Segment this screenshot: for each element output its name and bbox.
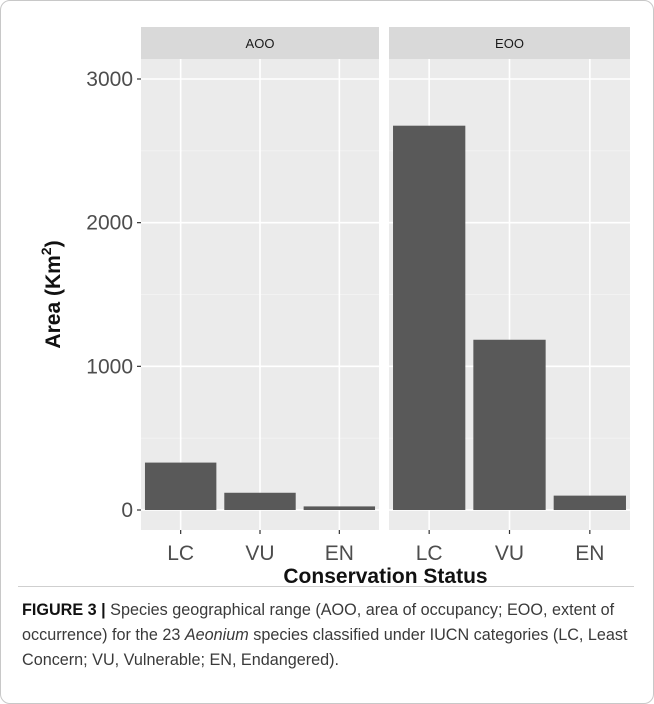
caption-species-name: Aeonium: [184, 626, 249, 644]
bar-eoo-lc: [393, 125, 466, 511]
y-tick-label: 0: [121, 499, 133, 522]
y-axis-title-superscript: 2: [38, 247, 54, 255]
x-tick-label: LC: [416, 542, 443, 565]
caption-divider: [18, 586, 634, 587]
bar-chart: AOO LC VU EN EOO LC VU EN 0 1000 2000 3000 Area (Km2…: [38, 27, 630, 588]
x-tick-label: LC: [167, 542, 194, 565]
y-axis-title: Area (Km2): [38, 240, 65, 348]
bar-aoo-en: [303, 506, 376, 510]
y-tick-label: 2000: [86, 212, 133, 235]
x-tick-label: VU: [495, 542, 524, 565]
y-tick-label: 1000: [86, 355, 133, 378]
caption-text-before: Species geographical range (AOO, area of…: [22, 601, 615, 644]
x-tick-label: EN: [575, 542, 604, 565]
bar-aoo-vu: [224, 492, 296, 510]
caption-label: FIGURE 3 |: [22, 601, 106, 619]
x-axis-title: Conservation Status: [283, 565, 487, 588]
x-tick-label: VU: [245, 542, 274, 565]
bar-eoo-en: [553, 495, 626, 510]
y-axis-title-close: ): [42, 240, 65, 247]
y-tick-label: 3000: [86, 68, 133, 91]
y-axis-title-main: Area (Km: [42, 255, 65, 348]
bar-aoo-lc: [144, 462, 217, 510]
facet-label: AOO: [246, 36, 275, 51]
x-tick-label: EN: [325, 542, 354, 565]
facet-label: EOO: [495, 36, 524, 51]
bar-eoo-vu: [473, 339, 546, 510]
facet-strip: [141, 27, 379, 59]
caption-text-after: species classified under IUCN categories…: [22, 626, 628, 669]
facet-strip: [389, 27, 630, 59]
figure-caption: FIGURE 3 | Species geographical range (A…: [22, 598, 634, 673]
